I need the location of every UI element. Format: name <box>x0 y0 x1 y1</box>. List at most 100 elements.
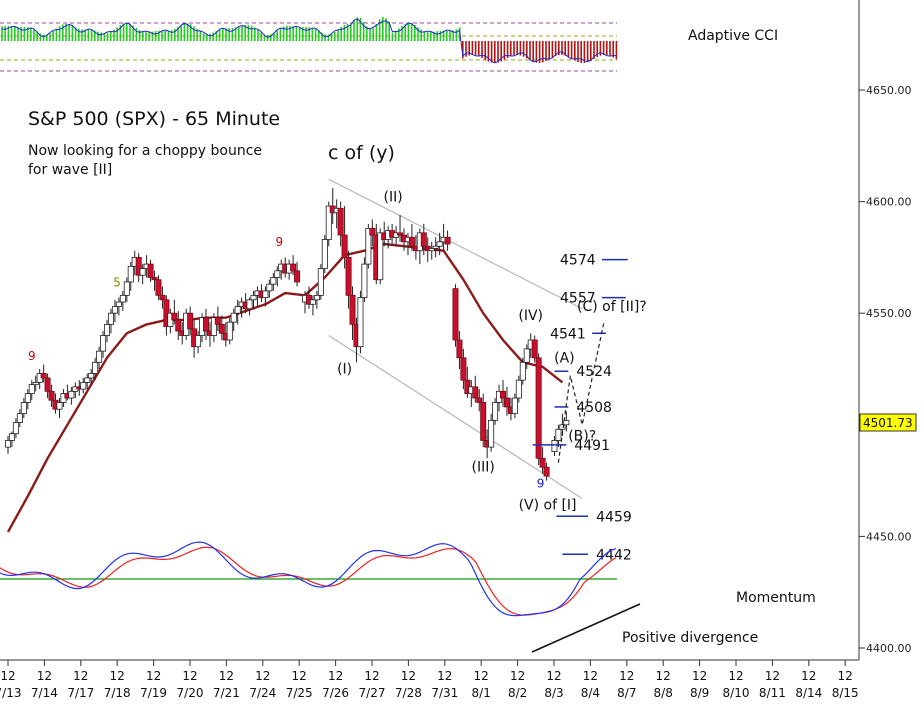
candle <box>250 290 257 309</box>
target-label: 4442 <box>596 547 632 563</box>
candle-body <box>40 373 47 379</box>
candle <box>12 418 19 439</box>
candle-body <box>246 299 253 310</box>
candle <box>357 290 364 354</box>
candle <box>476 389 483 412</box>
candle-body <box>436 241 443 247</box>
wave-label: (III) <box>472 460 495 476</box>
candle <box>523 344 530 369</box>
candle-body <box>8 433 15 441</box>
candle <box>218 315 225 340</box>
chart-title: S&P 500 (SPX) - 65 Minute <box>28 108 280 130</box>
candle-body <box>472 386 479 399</box>
candle <box>139 264 146 285</box>
candle-body <box>250 294 257 301</box>
current-price-marker: 4501.73 <box>859 413 917 432</box>
candle <box>511 393 518 419</box>
projection-path <box>557 321 605 463</box>
hour-label: 12 <box>692 669 707 683</box>
candle <box>408 223 415 251</box>
candle <box>84 373 91 390</box>
channel-line <box>328 178 583 310</box>
candle <box>16 409 23 428</box>
candle-body <box>531 339 538 359</box>
candle-body <box>290 263 297 272</box>
candle-body <box>349 294 356 325</box>
wave-label: (A) <box>554 350 575 366</box>
hour-label: 12 <box>328 669 343 683</box>
wave-label: (V) of [I] <box>519 498 577 514</box>
candle <box>44 373 51 399</box>
candle <box>563 411 570 432</box>
channel-line <box>328 335 583 499</box>
candle <box>325 201 332 247</box>
momentum-label: Momentum <box>736 590 816 606</box>
candle-body <box>492 402 499 421</box>
candle-body <box>24 393 31 403</box>
candle-body <box>195 335 202 348</box>
candle-body <box>274 270 281 278</box>
projection-line <box>557 321 605 463</box>
candle-body <box>115 301 122 307</box>
candle-body <box>175 319 182 332</box>
target-label: 4541 <box>550 326 586 342</box>
hour-label: 12 <box>146 669 161 683</box>
candle <box>127 261 134 291</box>
candle-body <box>337 207 344 236</box>
candle-body <box>107 312 114 325</box>
hour-label: 12 <box>219 669 234 683</box>
candle-body <box>341 234 348 258</box>
candle <box>365 223 372 269</box>
candle-body <box>476 397 483 403</box>
candle <box>369 219 376 247</box>
candle-body <box>555 428 562 441</box>
candle-body <box>357 297 364 348</box>
wave-labels: (I) (II) (III) (IV) (A) (V) of [I] (B)? (C) of … <box>337 190 647 514</box>
candle <box>551 435 558 457</box>
cci-panel <box>0 17 618 72</box>
target-label: 4524 <box>576 364 612 380</box>
hour-label: 12 <box>110 669 125 683</box>
candle-body <box>210 317 217 336</box>
date-label: 7/17 <box>67 686 94 700</box>
candle-body <box>147 263 154 278</box>
hour-label: 12 <box>546 669 561 683</box>
candle <box>195 331 202 354</box>
candle-body <box>135 256 142 276</box>
candle-body <box>365 227 372 265</box>
candle <box>377 228 384 285</box>
candle <box>341 206 348 269</box>
candle <box>515 375 522 403</box>
candle <box>159 286 166 309</box>
candle <box>309 295 316 316</box>
date-label: 7/27 <box>359 686 386 700</box>
candle <box>214 306 221 332</box>
candle <box>349 286 356 340</box>
candle-body <box>523 348 530 363</box>
candle <box>135 252 142 282</box>
candle-body <box>499 390 506 399</box>
candle <box>230 308 237 332</box>
candle <box>175 310 182 340</box>
date-label: 7/21 <box>213 686 240 700</box>
price-tick-label: 4400.00 <box>866 642 912 655</box>
candle <box>20 398 27 419</box>
divergence-label: Positive divergence <box>622 630 758 646</box>
candle-body <box>16 413 23 423</box>
candle-body <box>539 457 546 468</box>
target-label: 4491 <box>574 438 610 454</box>
date-label: 8/10 <box>723 686 750 700</box>
candle-body <box>123 281 130 296</box>
candle-body <box>56 402 63 410</box>
candle-body <box>88 373 95 379</box>
date-label: 7/31 <box>431 686 458 700</box>
candle-body <box>187 312 194 330</box>
candle-body <box>151 277 158 281</box>
candle-body <box>159 294 166 301</box>
candle-body <box>266 283 273 292</box>
target-levels: 4574 4557 4541 4524 4508 4491 4459 4442 <box>532 253 632 563</box>
hour-label: 12 <box>255 669 270 683</box>
cci-line <box>1 18 617 64</box>
candle <box>80 377 87 394</box>
date-label: 7/19 <box>140 686 167 700</box>
